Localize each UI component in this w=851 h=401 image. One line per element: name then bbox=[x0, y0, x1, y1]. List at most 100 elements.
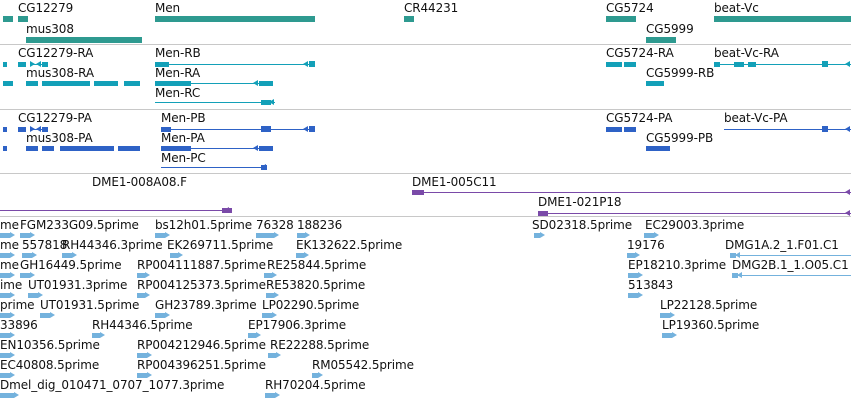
feature-glyph[interactable] bbox=[259, 81, 273, 86]
feature-glyph[interactable] bbox=[92, 333, 100, 338]
feature-glyph[interactable] bbox=[42, 81, 90, 86]
feature-glyph[interactable] bbox=[18, 16, 28, 22]
feature-glyph[interactable] bbox=[309, 126, 315, 132]
feature-glyph[interactable] bbox=[155, 62, 169, 67]
feature-glyph[interactable] bbox=[124, 81, 140, 86]
feature-glyph[interactable] bbox=[118, 146, 140, 151]
feature-glyph[interactable] bbox=[404, 16, 414, 22]
feature-glyph[interactable] bbox=[62, 253, 72, 258]
feature-intron-line[interactable] bbox=[161, 167, 267, 168]
feature-intron-line[interactable] bbox=[0, 210, 230, 211]
feature-glyph[interactable] bbox=[606, 16, 636, 22]
feature-intron-line[interactable] bbox=[169, 64, 309, 65]
feature-glyph[interactable] bbox=[248, 333, 256, 338]
feature-glyph[interactable] bbox=[624, 127, 636, 132]
feature-glyph[interactable] bbox=[312, 373, 318, 378]
feature-glyph[interactable] bbox=[309, 61, 315, 67]
feature-glyph[interactable] bbox=[261, 100, 271, 105]
feature-glyph[interactable] bbox=[734, 62, 744, 67]
track-divider[interactable] bbox=[0, 109, 851, 110]
feature-glyph[interactable] bbox=[261, 126, 271, 132]
feature-glyph[interactable] bbox=[3, 146, 7, 151]
track-divider[interactable] bbox=[0, 173, 851, 174]
feature-glyph[interactable] bbox=[606, 127, 622, 132]
feature-glyph[interactable] bbox=[18, 62, 26, 67]
feature-glyph[interactable] bbox=[266, 293, 274, 298]
feature-glyph[interactable] bbox=[662, 333, 672, 338]
feature-glyph[interactable] bbox=[265, 393, 275, 398]
feature-glyph[interactable] bbox=[3, 62, 7, 67]
feature-glyph[interactable] bbox=[137, 273, 145, 278]
feature-glyph[interactable] bbox=[268, 353, 276, 358]
feature-glyph[interactable] bbox=[0, 293, 10, 298]
feature-glyph[interactable] bbox=[627, 253, 635, 258]
feature-glyph[interactable] bbox=[264, 273, 272, 278]
feature-glyph[interactable] bbox=[22, 253, 32, 258]
feature-intron-line[interactable] bbox=[720, 64, 851, 65]
feature-glyph[interactable] bbox=[222, 208, 232, 213]
feature-glyph[interactable] bbox=[714, 62, 720, 67]
feature-glyph[interactable] bbox=[259, 146, 273, 151]
feature-glyph[interactable] bbox=[262, 313, 272, 318]
feature-glyph[interactable] bbox=[155, 81, 191, 86]
feature-glyph[interactable] bbox=[26, 81, 38, 86]
feature-glyph[interactable] bbox=[256, 233, 274, 238]
feature-glyph[interactable] bbox=[538, 211, 548, 216]
feature-glyph[interactable] bbox=[20, 273, 30, 278]
feature-glyph[interactable] bbox=[296, 253, 304, 258]
feature-glyph[interactable] bbox=[170, 253, 178, 258]
feature-glyph[interactable] bbox=[161, 127, 171, 132]
feature-glyph[interactable] bbox=[18, 127, 26, 132]
feature-glyph[interactable] bbox=[624, 62, 636, 67]
feature-glyph[interactable] bbox=[297, 233, 305, 238]
feature-glyph[interactable] bbox=[822, 126, 828, 132]
feature-glyph[interactable] bbox=[0, 273, 10, 278]
feature-glyph[interactable] bbox=[26, 146, 38, 151]
feature-glyph[interactable] bbox=[155, 233, 165, 238]
feature-intron-line[interactable] bbox=[171, 129, 309, 130]
feature-glyph[interactable] bbox=[261, 165, 267, 170]
feature-glyph[interactable] bbox=[822, 61, 828, 67]
feature-intron-line[interactable] bbox=[191, 148, 259, 149]
feature-glyph[interactable] bbox=[20, 233, 30, 238]
feature-glyph[interactable] bbox=[3, 127, 7, 132]
feature-glyph[interactable] bbox=[3, 81, 13, 86]
feature-glyph[interactable] bbox=[606, 62, 622, 67]
feature-glyph[interactable] bbox=[660, 313, 670, 318]
feature-glyph[interactable] bbox=[60, 146, 114, 151]
feature-glyph[interactable] bbox=[137, 353, 147, 358]
feature-glyph[interactable] bbox=[94, 81, 118, 86]
feature-glyph[interactable] bbox=[0, 353, 10, 358]
feature-glyph[interactable] bbox=[646, 146, 670, 151]
feature-intron-line[interactable] bbox=[724, 129, 851, 130]
track-divider[interactable] bbox=[0, 44, 851, 45]
feature-glyph[interactable] bbox=[42, 127, 48, 132]
feature-glyph[interactable] bbox=[28, 293, 38, 298]
feature-glyph[interactable] bbox=[628, 273, 638, 278]
feature-intron-line[interactable] bbox=[548, 213, 851, 214]
feature-glyph[interactable] bbox=[0, 313, 10, 318]
feature-intron-line[interactable] bbox=[424, 192, 851, 193]
feature-glyph[interactable] bbox=[732, 273, 738, 278]
feature-glyph[interactable] bbox=[40, 313, 50, 318]
feature-glyph[interactable] bbox=[0, 253, 10, 258]
feature-glyph[interactable] bbox=[0, 233, 10, 238]
feature-intron-line[interactable] bbox=[730, 255, 851, 256]
feature-glyph[interactable] bbox=[534, 233, 540, 238]
feature-glyph[interactable] bbox=[730, 253, 736, 258]
feature-intron-line[interactable] bbox=[191, 83, 259, 84]
feature-glyph[interactable] bbox=[0, 333, 10, 338]
feature-glyph[interactable] bbox=[3, 16, 13, 22]
feature-glyph[interactable] bbox=[26, 37, 142, 43]
feature-glyph[interactable] bbox=[412, 190, 424, 195]
feature-glyph[interactable] bbox=[137, 293, 145, 298]
track-divider[interactable] bbox=[0, 216, 851, 217]
feature-glyph[interactable] bbox=[646, 81, 664, 86]
feature-glyph[interactable] bbox=[42, 62, 48, 67]
feature-intron-line[interactable] bbox=[155, 102, 275, 103]
feature-glyph[interactable] bbox=[0, 373, 10, 378]
feature-glyph[interactable] bbox=[161, 146, 191, 151]
feature-glyph[interactable] bbox=[714, 16, 851, 22]
feature-glyph[interactable] bbox=[748, 62, 756, 67]
